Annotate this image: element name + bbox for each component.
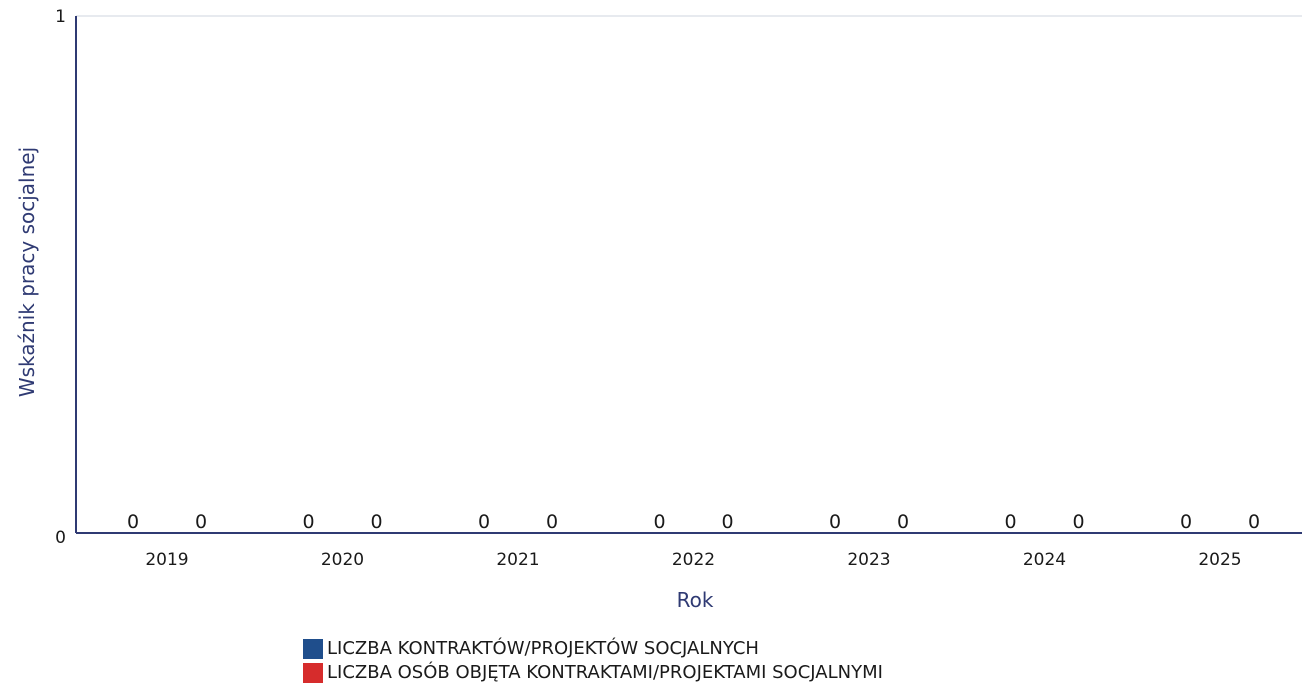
data-label-s2-2025: 0	[1248, 511, 1260, 533]
legend-swatch-contracts	[303, 639, 323, 659]
data-label-s2-2023: 0	[897, 511, 909, 533]
data-label-s1-2023: 0	[829, 511, 841, 533]
x-tick-label-2020: 2020	[321, 550, 364, 570]
legend: LICZBA KONTRAKTÓW/PROJEKTÓW SOCJALNYCH L…	[303, 637, 883, 685]
x-axis-title: Rok	[677, 588, 714, 612]
x-tick-label-2022: 2022	[672, 550, 715, 570]
y-tick-label-max: 1	[55, 7, 66, 27]
legend-item-contracts: LICZBA KONTRAKTÓW/PROJEKTÓW SOCJALNYCH	[303, 637, 883, 661]
y-tick-label-min: 0	[55, 528, 66, 548]
legend-swatch-persons	[303, 663, 323, 683]
x-tick-label-2024: 2024	[1023, 550, 1066, 570]
data-label-s1-2019: 0	[127, 511, 139, 533]
x-tick-label-2025: 2025	[1198, 550, 1241, 570]
y-axis-title: Wskaźnik pracy socjalnej	[15, 147, 39, 397]
legend-item-persons: LICZBA OSÓB OBJĘTA KONTRAKTAMI/PROJEKTAM…	[303, 661, 883, 685]
x-tick-label-2023: 2023	[847, 550, 890, 570]
legend-label-persons: LICZBA OSÓB OBJĘTA KONTRAKTAMI/PROJEKTAM…	[327, 662, 883, 683]
data-label-s1-2022: 0	[653, 511, 665, 533]
chart-marks: 2019 0 0 2020 0 0 2021 0 0 2022 0 0 2023 0 0 2024 0 0 2025…	[127, 511, 1260, 570]
data-label-s1-2020: 0	[302, 511, 314, 533]
x-tick-label-2021: 2021	[496, 550, 539, 570]
data-label-s1-2025: 0	[1180, 511, 1192, 533]
legend-label-contracts: LICZBA KONTRAKTÓW/PROJEKTÓW SOCJALNYCH	[327, 638, 759, 659]
data-label-s1-2021: 0	[478, 511, 490, 533]
data-label-s2-2024: 0	[1072, 511, 1084, 533]
data-label-s2-2022: 0	[721, 511, 733, 533]
data-label-s2-2021: 0	[546, 511, 558, 533]
data-label-s2-2019: 0	[195, 511, 207, 533]
data-label-s2-2020: 0	[370, 511, 382, 533]
data-label-s1-2024: 0	[1004, 511, 1016, 533]
x-tick-label-2019: 2019	[145, 550, 188, 570]
